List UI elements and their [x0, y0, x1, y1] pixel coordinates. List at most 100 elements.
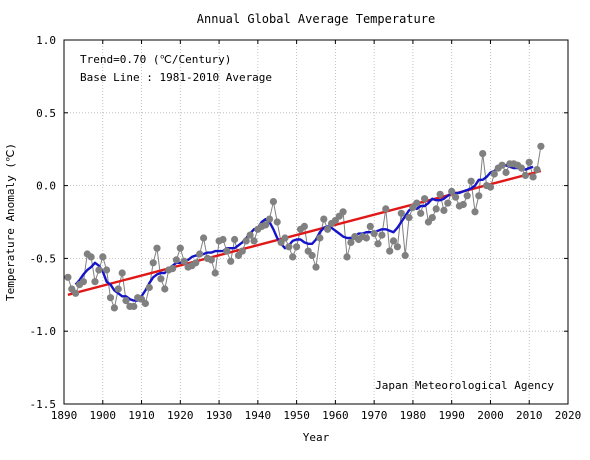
annual-data-point — [145, 283, 153, 292]
x-tick-label: 1890 — [51, 409, 78, 422]
annual-data-point — [169, 265, 177, 273]
annual-data-point — [227, 257, 235, 265]
annual-data-point — [161, 285, 169, 293]
annual-data-point — [386, 247, 394, 255]
annual-data-point — [459, 200, 467, 209]
annual-data-point — [231, 235, 239, 244]
annual-data-point — [475, 192, 483, 200]
annual-data-point — [452, 193, 460, 201]
source-annotation: Japan Meteorological Agency — [375, 379, 554, 392]
annual-data-point — [537, 142, 545, 150]
y-tick-label: 0.5 — [36, 107, 56, 120]
annual-data-point — [192, 259, 200, 267]
x-tick-label: 1910 — [128, 409, 155, 422]
annual-data-point — [324, 225, 332, 233]
annual-data-point — [440, 206, 448, 214]
baseline-annotation: Base Line : 1981-2010 Average — [80, 71, 272, 84]
x-tick-label: 1990 — [438, 409, 465, 422]
annual-data-point — [529, 173, 537, 181]
annual-data-point — [246, 231, 254, 239]
plot-background — [64, 40, 568, 404]
moving-average-line — [74, 163, 534, 302]
annual-data-point — [273, 218, 281, 226]
annual-data-point — [448, 187, 456, 195]
annual-data-point — [106, 294, 115, 302]
annual-data-point — [79, 278, 87, 286]
annual-data-point — [269, 198, 277, 206]
annual-data-point — [265, 215, 274, 223]
annual-data-point — [281, 234, 289, 242]
annual-data-point — [238, 247, 246, 255]
y-tick-label: 0.0 — [36, 180, 56, 193]
annual-data-point — [405, 214, 413, 222]
plot-frame — [63, 39, 569, 405]
annual-data-point — [87, 253, 95, 261]
annual-data-point — [95, 266, 103, 274]
annual-data-point — [413, 199, 421, 207]
y-axis-label: Temperature Anomaly (℃) — [4, 143, 17, 301]
y-tick-label: -0.5 — [30, 252, 57, 265]
x-tick-label: 1930 — [206, 409, 233, 422]
annual-data-point — [157, 275, 165, 283]
annual-data-point — [490, 170, 498, 178]
x-tick-label: 2020 — [555, 409, 582, 422]
x-tick-label: 1920 — [167, 409, 194, 422]
y-tick-label: 1.0 — [36, 34, 56, 47]
annual-data-point — [382, 205, 390, 213]
annual-data-point — [432, 205, 440, 213]
annual-data-point — [533, 166, 541, 174]
annual-data-point — [211, 269, 219, 277]
annual-data-point — [436, 190, 444, 198]
annual-data-point — [242, 237, 250, 245]
annual-data-point — [196, 250, 204, 258]
x-tick-label: 1940 — [245, 409, 272, 422]
x-tick-label: 1960 — [322, 409, 349, 422]
annual-data-point — [521, 171, 530, 179]
annual-data-point — [502, 168, 510, 177]
annual-data-point — [428, 214, 436, 222]
annual-data-point — [153, 244, 161, 252]
plot-area: 1890 1900 1910 1920 1930 1940 1950 1960 1970 1980… — [30, 34, 582, 422]
annual-data-point — [366, 222, 374, 230]
annual-data-point — [72, 289, 80, 297]
annual-data-point — [180, 257, 188, 265]
annual-data-point — [421, 195, 429, 203]
annual-data-point — [343, 253, 351, 261]
annual-data-point — [285, 243, 293, 251]
annual-data-point — [417, 209, 425, 217]
x-axis-label: Year — [303, 431, 330, 444]
x-tick-label: 1970 — [361, 409, 388, 422]
annual-data-point — [517, 164, 526, 172]
annual-data-point — [110, 304, 118, 312]
annual-data-point — [471, 208, 479, 216]
annual-data-point — [525, 158, 533, 166]
annual-data-point — [172, 256, 180, 264]
x-tick-label: 2000 — [477, 409, 504, 422]
annual-data-point — [397, 209, 405, 217]
annual-data-point — [378, 231, 386, 239]
y-axis: 1.0 0.5 0.0 -0.5 -1.0 -1.5 — [30, 34, 568, 411]
annual-data-point — [339, 208, 347, 216]
annual-data-point — [467, 177, 475, 185]
annual-data-point — [374, 240, 382, 248]
y-tick-label: -1.5 — [30, 398, 57, 411]
chart-title: Annual Global Average Temperature — [197, 12, 435, 26]
annual-data-point — [320, 215, 328, 223]
annual-data-point — [207, 256, 215, 264]
annual-data-point — [401, 251, 409, 260]
annual-data-point — [223, 247, 231, 255]
annual-data-point — [149, 259, 157, 267]
annual-data-point — [444, 199, 452, 207]
annual-data-point — [316, 234, 324, 242]
annual-data-point — [99, 253, 107, 261]
x-tick-label: 1950 — [283, 409, 310, 422]
annual-data-point — [289, 253, 297, 261]
annual-data-point — [308, 251, 316, 260]
annual-data-point — [103, 266, 111, 274]
annual-data-point — [312, 263, 320, 271]
annual-data-point — [370, 230, 378, 238]
x-axis: 1890 1900 1910 1920 1930 1940 1950 1960 1970 1980… — [51, 40, 582, 422]
annual-data-point — [250, 237, 258, 245]
annual-data-point — [219, 235, 227, 244]
